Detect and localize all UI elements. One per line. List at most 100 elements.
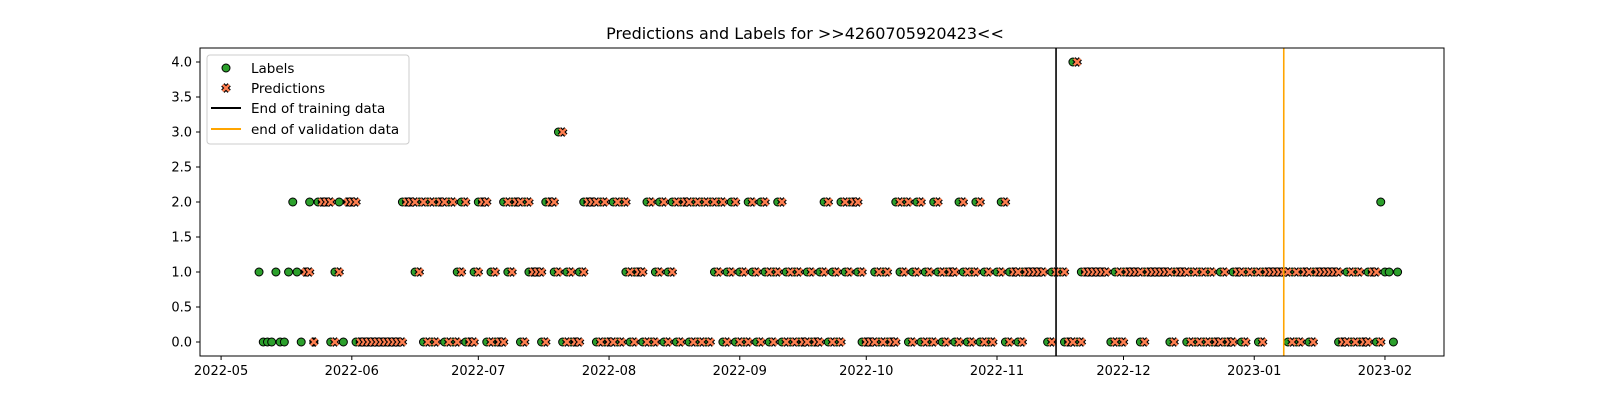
prediction-point (456, 267, 467, 277)
prediction-point (1253, 267, 1264, 277)
y-tick-label: 2.5 (171, 161, 192, 176)
prediction-point (1240, 337, 1251, 347)
prediction-point (1000, 197, 1011, 207)
x-tick-label: 2022-09 (713, 364, 767, 379)
prediction-point (330, 337, 340, 347)
prediction-point (519, 337, 530, 347)
prediction-point (566, 267, 576, 277)
x-axis: 2022-05 2022-06 2022-07 2022-08 2022-09 2022-… (194, 356, 1412, 379)
prediction-point (1304, 267, 1314, 277)
prediction-point (701, 197, 711, 207)
prediction-point (844, 267, 855, 277)
prediction-point (819, 267, 829, 277)
legend-predictions-x (221, 83, 231, 93)
prediction-point (916, 197, 926, 207)
y-tick-label: 1.5 (171, 231, 192, 246)
prediction-point (1017, 337, 1028, 347)
prediction-point (705, 337, 716, 347)
prediction-point (920, 337, 931, 347)
prediction-point (600, 197, 610, 207)
prediction-point (1333, 267, 1344, 277)
prediction-point (1194, 337, 1205, 347)
label-point (1384, 267, 1394, 277)
prediction-point (1207, 267, 1217, 277)
y-tick-label: 3.0 (171, 126, 192, 141)
prediction-point (448, 197, 458, 207)
prediction-point (1363, 337, 1373, 347)
prediction-point (874, 267, 884, 277)
prediction-point (1013, 267, 1023, 277)
data-layer (254, 57, 1403, 347)
prediction-point (895, 197, 905, 207)
prediction-point (1059, 267, 1070, 277)
label-point (267, 337, 277, 347)
prediction-point (882, 267, 893, 277)
prediction-point (793, 267, 804, 277)
prediction-point (962, 267, 973, 277)
prediction-point (1038, 267, 1049, 277)
prediction-point (1186, 337, 1196, 347)
prediction-point (439, 197, 450, 207)
prediction-point (751, 267, 762, 277)
x-tick-label: 2022-08 (582, 364, 636, 379)
y-tick-label: 4.0 (171, 56, 192, 71)
prediction-point (831, 267, 842, 277)
prediction-point (743, 337, 754, 347)
prediction-point (334, 267, 344, 277)
prediction-point (418, 197, 429, 207)
prediction-point (1198, 267, 1209, 277)
prediction-point (595, 337, 606, 347)
prediction-point (1135, 267, 1146, 277)
prediction-point (1228, 337, 1238, 347)
prediction-point (739, 267, 749, 277)
x-tick-label: 2022-11 (970, 364, 1024, 379)
prediction-point (1118, 337, 1129, 347)
prediction-point (928, 337, 939, 347)
prediction-point (1004, 337, 1015, 347)
prediction-point (646, 197, 657, 207)
prediction-point (591, 197, 602, 207)
chart-title: Predictions and Labels for >>42607059204… (606, 24, 1004, 43)
prediction-point (696, 337, 707, 347)
prediction-point (304, 267, 315, 277)
prediction-point (578, 267, 589, 277)
prediction-point (857, 267, 867, 277)
x-tick-label: 2022-10 (839, 364, 893, 379)
label-point (292, 267, 302, 277)
prediction-point (309, 337, 319, 347)
prediction-point (726, 267, 737, 277)
y-tick-label: 1.0 (171, 266, 192, 281)
prediction-point (1283, 267, 1293, 277)
prediction-point (722, 337, 732, 347)
prediction-point (1181, 267, 1192, 277)
prediction-point (747, 197, 758, 207)
label-point (1393, 267, 1403, 277)
label-point (284, 267, 294, 277)
prediction-point (730, 197, 741, 207)
prediction-point (815, 337, 825, 347)
prediction-point (481, 197, 492, 207)
legend-labels-marker (221, 63, 231, 73)
prediction-point (692, 197, 703, 207)
prediction-point (1342, 337, 1352, 347)
prediction-point (1236, 267, 1247, 277)
prediction-point (642, 337, 652, 347)
prediction-point (1291, 267, 1302, 277)
label-point (271, 267, 281, 277)
y-tick-label: 0.5 (171, 301, 192, 316)
prediction-point (823, 197, 834, 207)
prediction-point (452, 337, 463, 347)
prediction-point (654, 267, 665, 277)
label-point (296, 337, 306, 347)
prediction-point (562, 337, 572, 347)
prediction-point (621, 197, 631, 207)
prediction-point (975, 197, 985, 207)
prediction-point (941, 337, 952, 347)
x-tick-label: 2022-07 (451, 364, 505, 379)
prediction-point (629, 337, 640, 347)
prediction-point (768, 337, 779, 347)
prediction-point (933, 197, 943, 207)
prediction-point (557, 127, 568, 137)
prediction-point (410, 197, 420, 207)
x-tick-label: 2023-01 (1227, 364, 1281, 379)
